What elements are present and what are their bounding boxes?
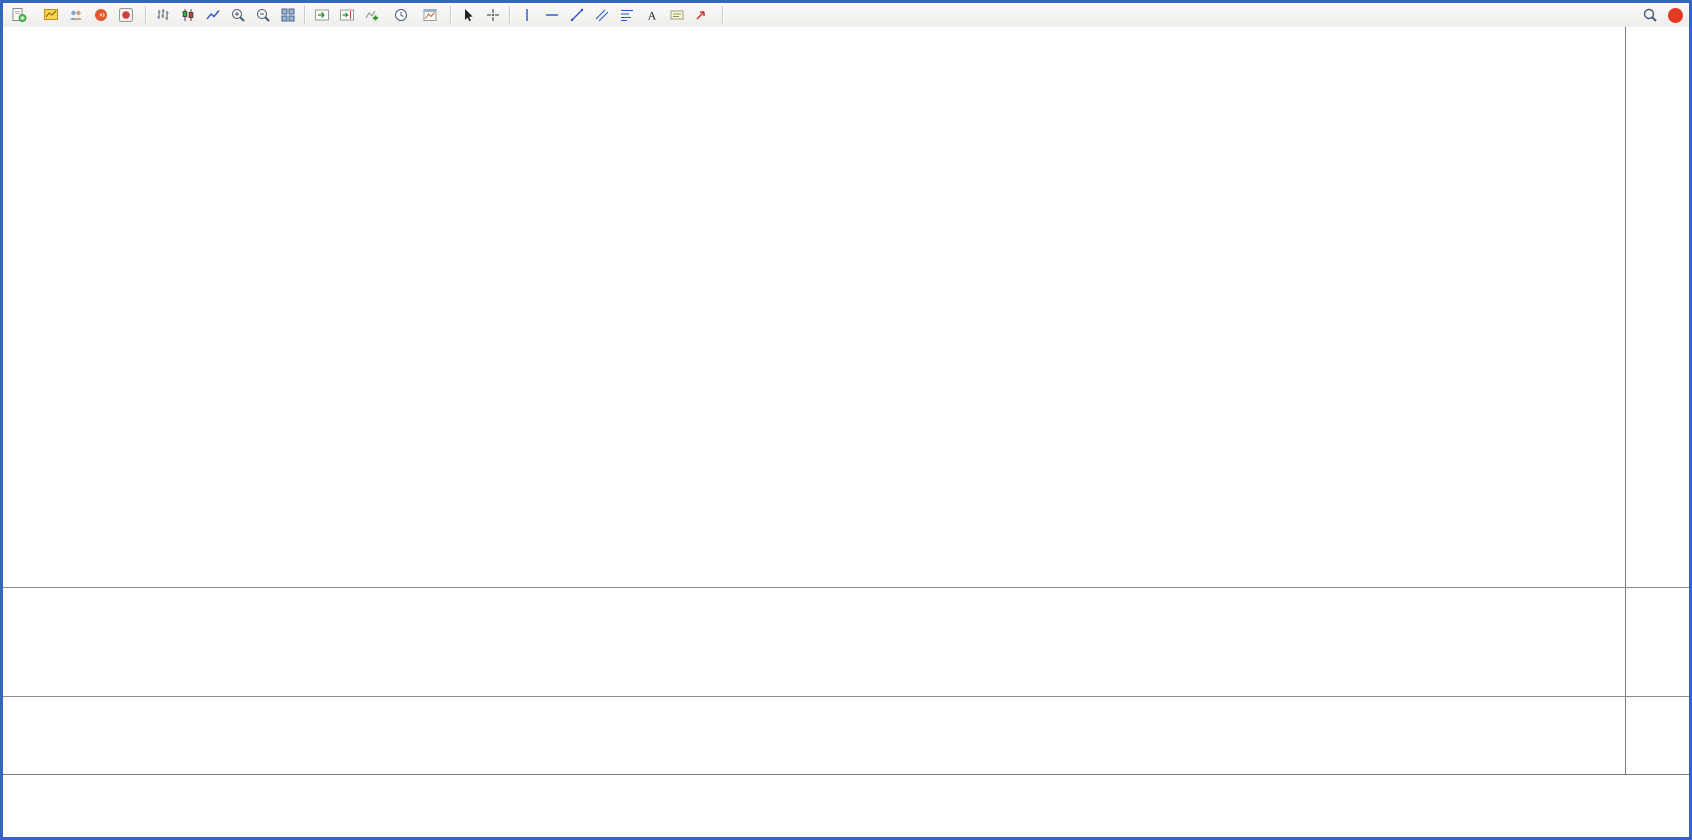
subwindow-separator[interactable] xyxy=(3,587,1689,588)
text-icon: A xyxy=(648,9,657,23)
indicators-button[interactable] xyxy=(360,5,388,25)
time-axis-line xyxy=(3,774,1689,775)
new-chart-icon xyxy=(44,9,58,20)
toolbar: A xyxy=(3,3,1689,28)
arrows-button[interactable] xyxy=(690,5,718,25)
text-label-button[interactable] xyxy=(665,5,689,25)
crosshair-button[interactable] xyxy=(481,5,505,25)
chart-area[interactable] xyxy=(3,27,1689,837)
fibonacci-icon xyxy=(621,10,633,21)
tile-windows-icon xyxy=(281,8,295,22)
periods-clock-icon xyxy=(395,9,407,21)
templates-button[interactable] xyxy=(418,5,446,25)
autotrading-button[interactable] xyxy=(114,5,141,25)
arrows-icon xyxy=(696,11,705,20)
indicators-icon xyxy=(365,10,378,21)
profiles-icon xyxy=(70,10,82,20)
zoom-in-icon xyxy=(232,9,245,22)
vertical-line-icon xyxy=(526,9,528,21)
channel-icon xyxy=(595,9,609,22)
horizontal-line-button[interactable] xyxy=(540,5,564,25)
cursor-button[interactable] xyxy=(456,5,480,25)
candlestick-chart-icon xyxy=(182,9,194,21)
toolbar-right-group xyxy=(1638,5,1685,25)
channel-button[interactable] xyxy=(590,5,614,25)
notification-badge[interactable] xyxy=(1668,7,1683,23)
text-button[interactable]: A xyxy=(640,5,664,25)
subwindow-separator[interactable] xyxy=(3,696,1689,697)
profiles-button[interactable] xyxy=(64,5,88,25)
new-order-button[interactable] xyxy=(7,5,38,25)
alerts-icon xyxy=(95,9,107,21)
chart-shift-button[interactable] xyxy=(335,5,359,25)
toolbar-separator xyxy=(145,6,147,24)
toolbar-separator xyxy=(450,6,452,24)
zoom-in-button[interactable] xyxy=(226,5,250,25)
new-order-icon xyxy=(12,8,27,22)
periods-button[interactable] xyxy=(389,5,417,25)
zoom-out-icon xyxy=(257,9,270,22)
line-chart-icon xyxy=(206,10,220,20)
search-button[interactable] xyxy=(1638,5,1662,25)
line-chart-button[interactable] xyxy=(201,5,225,25)
auto-scroll-button[interactable] xyxy=(310,5,334,25)
trendline-icon xyxy=(570,8,584,22)
toolbar-separator xyxy=(509,6,511,24)
zoom-out-button[interactable] xyxy=(251,5,275,25)
search-icon xyxy=(1643,8,1657,22)
price-axis-line xyxy=(1625,27,1626,774)
auto-scroll-icon xyxy=(315,9,329,21)
toolbar-separator xyxy=(722,6,724,24)
chart-shift-icon xyxy=(340,9,354,21)
text-label-icon xyxy=(670,10,684,20)
chart-canvas[interactable] xyxy=(3,27,1623,774)
fibonacci-button[interactable] xyxy=(615,5,639,25)
crosshair-icon xyxy=(487,9,499,21)
vertical-line-button[interactable] xyxy=(515,5,539,25)
svg-text:A: A xyxy=(648,9,657,23)
bars-chart-button[interactable] xyxy=(151,5,175,25)
toolbar-separator xyxy=(304,6,306,24)
templates-icon xyxy=(423,9,437,21)
candlestick-chart-button[interactable] xyxy=(176,5,200,25)
alerts-button[interactable] xyxy=(89,5,113,25)
trendline-button[interactable] xyxy=(565,5,589,25)
cursor-icon xyxy=(465,9,473,22)
autotrading-icon xyxy=(119,8,133,22)
horizontal-line-icon xyxy=(546,14,558,16)
bars-chart-icon xyxy=(157,9,169,20)
new-chart-button[interactable] xyxy=(39,5,63,25)
tile-windows-button[interactable] xyxy=(276,5,300,25)
